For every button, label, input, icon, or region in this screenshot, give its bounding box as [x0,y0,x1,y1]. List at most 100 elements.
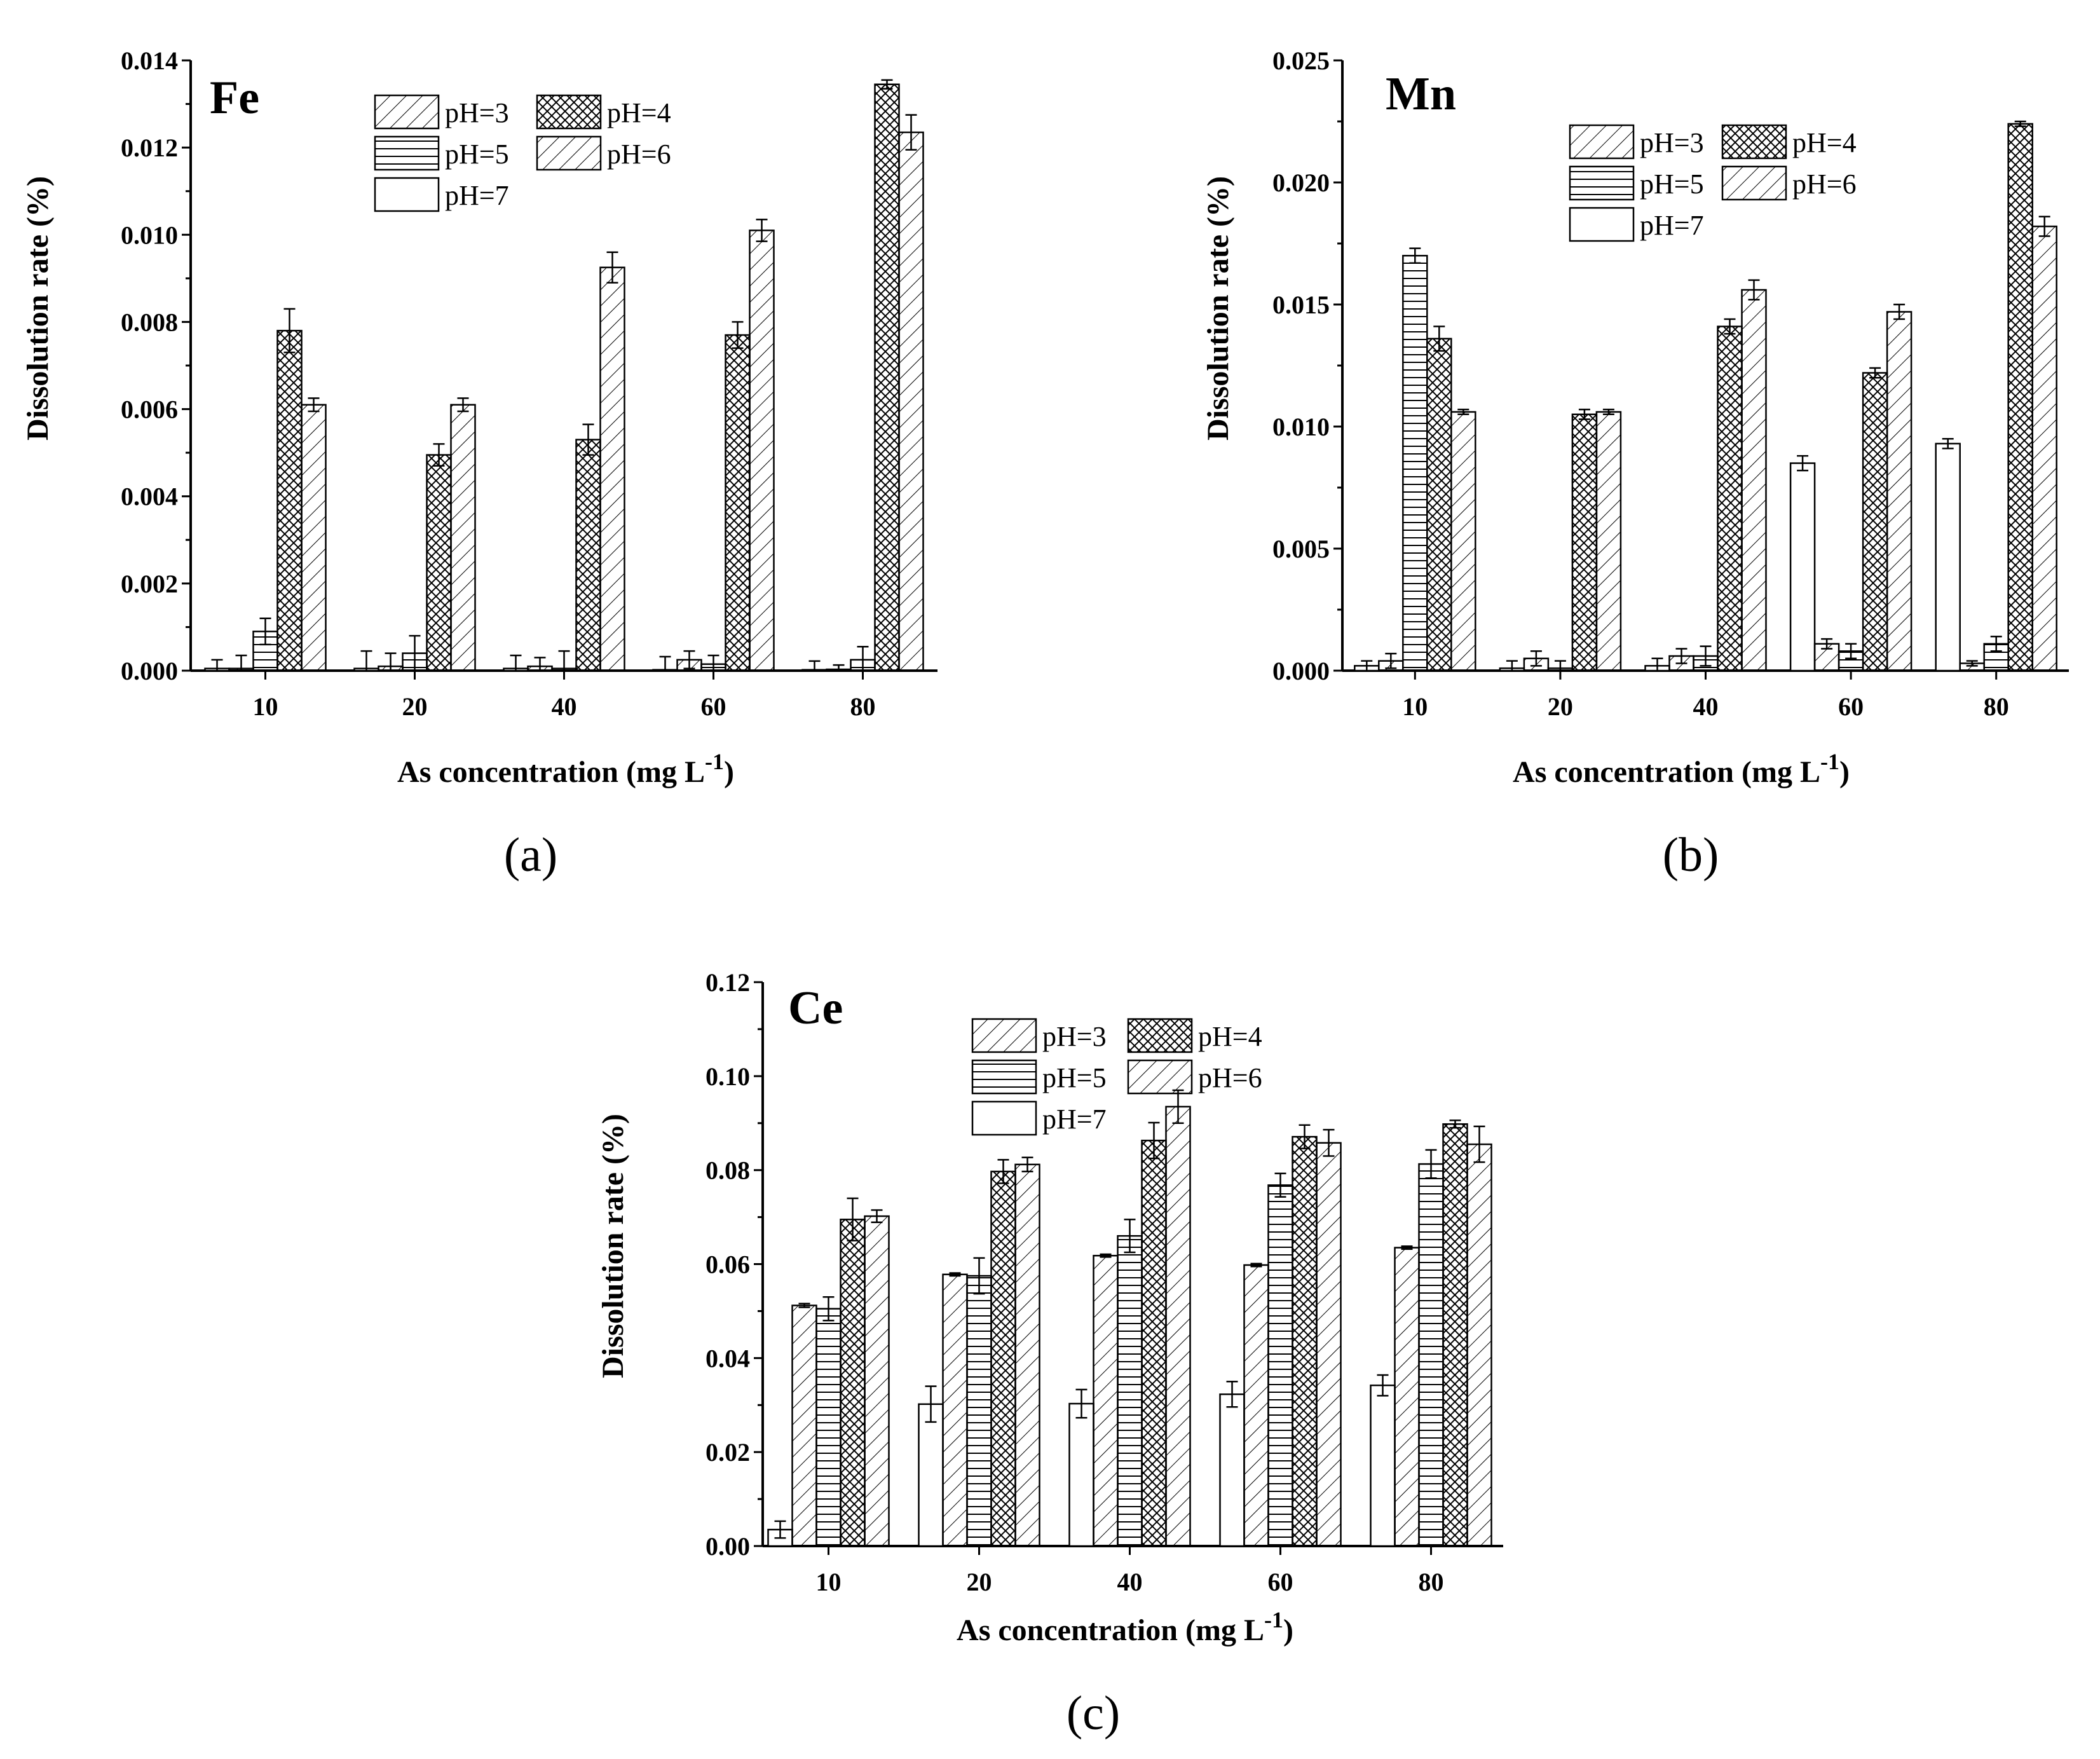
legend-swatch [536,135,602,171]
x-tick-label: 60 [701,692,726,721]
bar-ph-4 [840,1219,866,1547]
bar-ph-4 [1717,325,1743,672]
x-tick-label: 60 [1268,1568,1293,1596]
y-tick-label: 0.02 [706,1438,750,1467]
y-tick-label: 0.020 [1272,168,1330,197]
panel-label: (a) [504,828,557,882]
panel-label: (b) [1663,828,1719,882]
y-axis-label: Dissolution rate (%) [1201,176,1235,441]
legend-swatch [1127,1059,1193,1095]
legend: pH=3 pH=4 pH=5 pH=6 pH=7 [374,94,671,212]
y-tick-label: 0.000 [1272,657,1330,685]
y-tick-label: 0.06 [706,1250,750,1279]
bar-ph-4 [1571,413,1598,672]
bar-ph-7 [918,1403,944,1547]
legend-label: pH=3 [1042,1021,1107,1052]
y-tick-label: 0.010 [1272,413,1330,441]
bar-ph-3 [1093,1254,1119,1547]
legend-swatch [1721,124,1787,160]
legend: pH=3 pH=4 pH=5 pH=6 pH=7 [1569,124,1857,242]
y-tick-label: 0.010 [121,221,178,249]
bar-ph-5 [1402,254,1428,672]
y-tick-label: 0.004 [121,483,178,511]
bar-ph-4 [1426,338,1452,672]
legend-label: pH=5 [1640,168,1704,200]
legend-label: pH=7 [1640,210,1704,241]
bar-ph-4 [1292,1135,1318,1547]
bar-ph-4 [426,454,452,672]
bar-ph-6 [1165,1105,1191,1547]
legend-label: pH=4 [1198,1021,1262,1052]
legend-label: pH=6 [607,139,671,170]
legend-swatch [1721,165,1787,201]
chart-title: Ce [788,982,843,1034]
legend-label: pH=5 [445,139,509,170]
bar-ph-7 [1219,1393,1245,1547]
x-tick-label: 10 [253,692,278,721]
y-axis-label: Dissolution rate (%) [21,176,55,441]
bar-ph-6 [450,404,476,672]
x-tick-label: 60 [1838,692,1864,721]
bar-ph-6 [1316,1142,1342,1547]
legend-label: pH=4 [607,97,671,128]
legend-label: pH=6 [1792,168,1857,200]
bar-ph-6 [898,131,924,672]
y-tick-label: 0.014 [121,46,178,75]
bar-ph-6 [864,1215,890,1547]
y-tick-label: 0.04 [706,1344,750,1372]
bar-ph-7 [1789,462,1816,672]
bar-ph-6 [1014,1163,1040,1547]
legend-swatch [374,177,440,212]
legend-label: pH=4 [1792,127,1857,158]
legend-swatch [374,94,440,130]
chart-panel-fe: Fe Dissolution rate (%) As concentration… [21,46,938,882]
bar-ph-4 [1862,372,1888,672]
y-tick-label: 0.00 [706,1532,750,1561]
x-tick-label: 10 [1402,692,1428,721]
y-tick-label: 0.006 [121,395,178,424]
chart-panel-mn: Mn Dissolution rate (%) As concentration… [1201,46,2069,882]
bar-ph-4 [2007,123,2033,672]
legend-label: pH=5 [1042,1062,1107,1093]
x-tick-label: 20 [402,692,428,721]
y-tick-label: 0.008 [121,308,178,336]
legend-swatch [374,135,440,171]
x-axis-label: As concentration (mg L-1) [1513,749,1850,789]
legend-label: pH=7 [1042,1104,1107,1135]
bar-ph-6 [1886,311,1912,672]
bar-ph-3 [1243,1264,1269,1547]
x-tick-label: 40 [552,692,577,721]
legend-swatch [1569,165,1635,201]
x-tick-label: 40 [1117,1568,1143,1596]
bar-ph-4 [1442,1123,1468,1547]
x-axis-label: As concentration (mg L-1) [397,749,734,789]
bar-ph-6 [2031,225,2057,672]
y-tick-label: 0.08 [706,1156,750,1185]
chart-panel-ce: Ce Dissolution rate (%) As concentration… [596,968,1503,1740]
legend-label: pH=3 [1640,127,1704,158]
bar-ph-6 [301,404,327,672]
bar-ph-5 [1418,1163,1444,1547]
bar-ph-4 [1141,1139,1167,1547]
y-tick-label: 0.000 [121,657,178,685]
x-tick-label: 20 [1548,692,1573,721]
y-tick-label: 0.025 [1272,46,1330,75]
legend-swatch [1569,207,1635,242]
legend-swatch [971,1018,1037,1053]
y-tick-label: 0.10 [706,1062,750,1091]
bar-ph-4 [575,439,601,672]
x-tick-label: 80 [1419,1568,1444,1596]
chart-title: Mn [1386,68,1456,120]
y-tick-label: 0.015 [1272,291,1330,319]
y-axis-label: Dissolution rate (%) [596,1114,630,1378]
bar-ph-6 [1450,411,1476,672]
bar-ph-6 [1466,1143,1492,1547]
bar-ph-6 [749,229,775,672]
bar-ph-5 [815,1308,842,1547]
x-tick-label: 80 [1984,692,2009,721]
y-tick-label: 0.12 [706,968,750,997]
bar-ph-6 [1741,289,1767,672]
legend-swatch [1127,1018,1193,1053]
y-tick-label: 0.002 [121,570,178,598]
